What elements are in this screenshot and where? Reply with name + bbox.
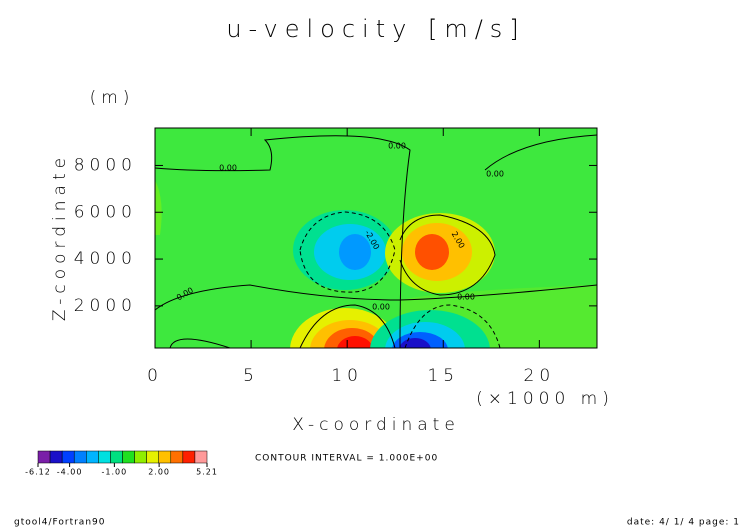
colorbar-swatch [134,450,147,464]
contour-field [155,128,597,348]
y-tick-label: 6000 [74,202,137,222]
y-tick-label: 2000 [74,296,137,316]
contour-interval: CONTOUR INTERVAL = 1.000E+00 [255,454,438,464]
colorbar-swatch [122,450,135,464]
contour-label: 0.00 [457,293,475,302]
colorbar-swatch [170,450,184,464]
y-tick-label: 8000 [74,155,137,175]
x-tick-label: 5 [243,366,259,386]
colorbar-swatch [37,450,51,464]
x-unit: (×1000 m) [476,389,614,409]
y-label: Z-coordinate [50,153,70,321]
colorbar-label: -6.12 [25,468,51,477]
x-tick-label: 20 [524,366,556,386]
colorbar-swatch [158,450,172,464]
colorbar-swatch [61,450,75,464]
colorbar-swatch [146,450,159,464]
y-tick-label: 4000 [74,249,137,269]
colorbar-label: -1.00 [102,468,128,477]
title: u-velocity [m/s] [226,15,525,43]
footer-right: date: 4/ 1/ 4 page: 1 [627,518,740,528]
contour-label: 0.00 [388,142,406,151]
contour-label: 0.00 [486,170,504,179]
contour-label: 0.00 [219,164,237,173]
colorbar-swatch [73,450,87,464]
y-unit: (m) [90,88,135,108]
colorbar-swatch [98,450,111,464]
colorbar-label: 2.00 [148,468,170,477]
x-tick-label: 0 [147,366,163,386]
colorbar-swatch [86,450,99,464]
colorbar-swatch [110,450,123,464]
colorbar-swatch [182,450,196,464]
colorbar-swatch [49,450,63,464]
colorbar-swatch [194,450,208,464]
colorbar-label: -4.00 [57,468,83,477]
x-tick-label: 10 [331,366,363,386]
plot-frame [154,127,598,349]
x-label: X-coordinate [292,415,460,435]
footer-left: gtool4/Fortran90 [14,518,105,528]
x-tick-label: 15 [427,366,459,386]
contour-label: 0.00 [372,303,390,312]
colorbar-label: 5.21 [196,468,218,477]
